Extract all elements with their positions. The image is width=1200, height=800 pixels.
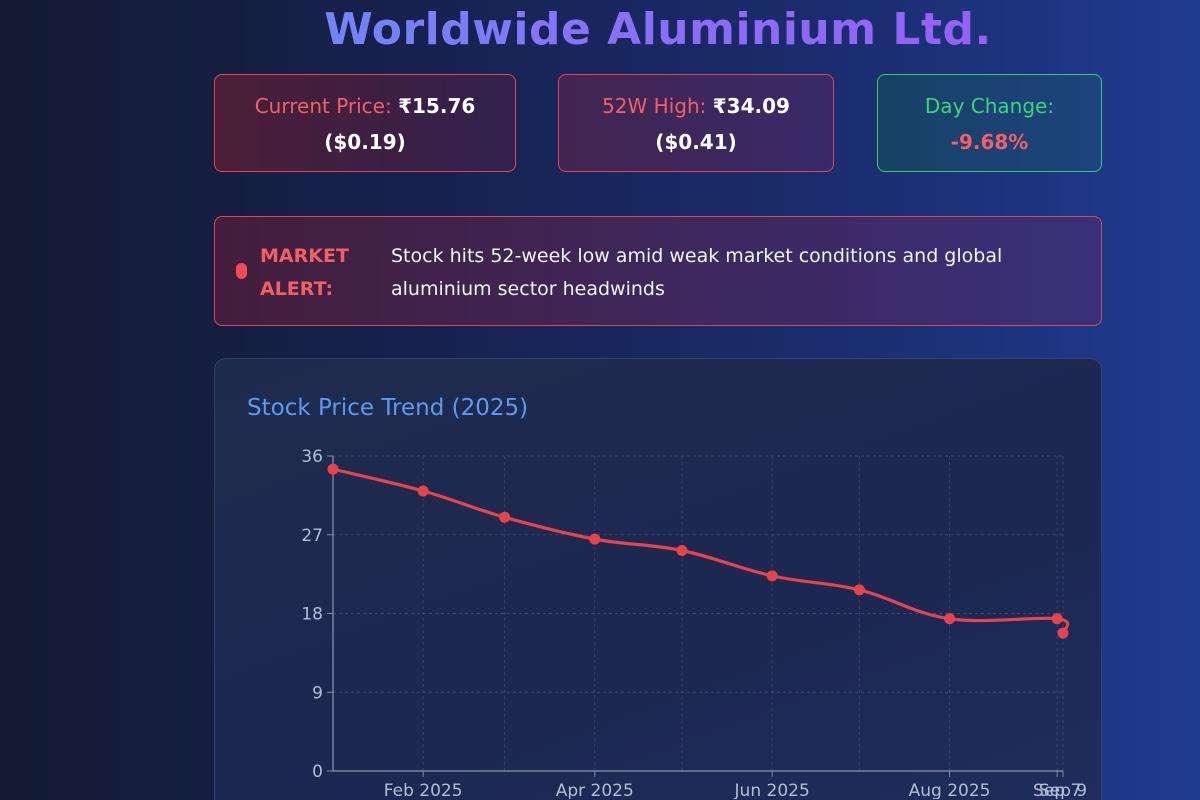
current-price-line: Current Price: ₹15.76: [215, 88, 515, 124]
data-point: [853, 584, 865, 596]
data-point: [417, 485, 429, 497]
data-point: [766, 570, 778, 582]
current-price-card: Current Price: ₹15.76 ($0.19): [214, 74, 516, 172]
x-tick-label: Feb 2025: [384, 781, 463, 799]
stock-chart-card: Stock Price Trend (2025) 0 9 18 27 36 Feb 202…: [214, 358, 1102, 800]
price-line: [332, 467, 1070, 634]
chart-title: Stock Price Trend (2025): [247, 395, 529, 421]
day-change-card: Day Change: -9.68%: [877, 74, 1102, 172]
x-tick-label: Sep 9: [1039, 781, 1087, 799]
52w-high-line: 52W High: ₹34.09: [559, 88, 833, 124]
data-point: [327, 463, 339, 475]
day-change-label: Day Change:: [924, 94, 1055, 118]
52w-high-card: 52W High: ₹34.09 ($0.41): [558, 74, 834, 172]
day-change-value: -9.68%: [950, 130, 1029, 154]
current-price-value: ₹15.76: [398, 94, 476, 118]
x-tick-label: Apr 2025: [556, 781, 634, 799]
data-point: [1051, 613, 1063, 625]
data-point: [499, 511, 511, 523]
alert-label: MARKET ALERT:: [260, 245, 349, 300]
52w-high-usd: ($0.41): [655, 130, 737, 154]
data-point: [944, 613, 956, 625]
y-tick-label: 0: [312, 762, 323, 782]
y-tick-label: 36: [301, 447, 323, 467]
x-tick-label: Sep 7: [1033, 781, 1081, 799]
y-tick-label: 18: [301, 605, 323, 625]
x-tick-label: Aug 2025: [909, 781, 991, 799]
alert-dot-icon: [236, 263, 247, 279]
x-tick-label: Jun 2025: [734, 781, 810, 799]
market-alert-banner: MARKET ALERT: Stock hits 52-week low ami…: [214, 216, 1102, 326]
y-tick-label: 27: [301, 526, 323, 546]
data-point: [676, 545, 688, 556]
current-price-usd: ($0.19): [324, 130, 406, 154]
52w-high-label: 52W High:: [602, 94, 707, 118]
stock-price-chart: 0 9 18 27 36 Feb 2025 Apr 2025 Jun 2025 Aug 2025…: [301, 447, 1087, 799]
y-tick-label: 9: [312, 683, 323, 703]
alert-message: Stock hits 52-week low amid weak market …: [391, 245, 1003, 300]
52w-high-value: ₹34.09: [712, 94, 790, 118]
page-title: Worldwide Aluminium Ltd.: [214, 4, 1102, 56]
data-point: [589, 533, 601, 545]
current-price-label: Current Price:: [254, 94, 392, 118]
data-point: [1057, 627, 1069, 639]
